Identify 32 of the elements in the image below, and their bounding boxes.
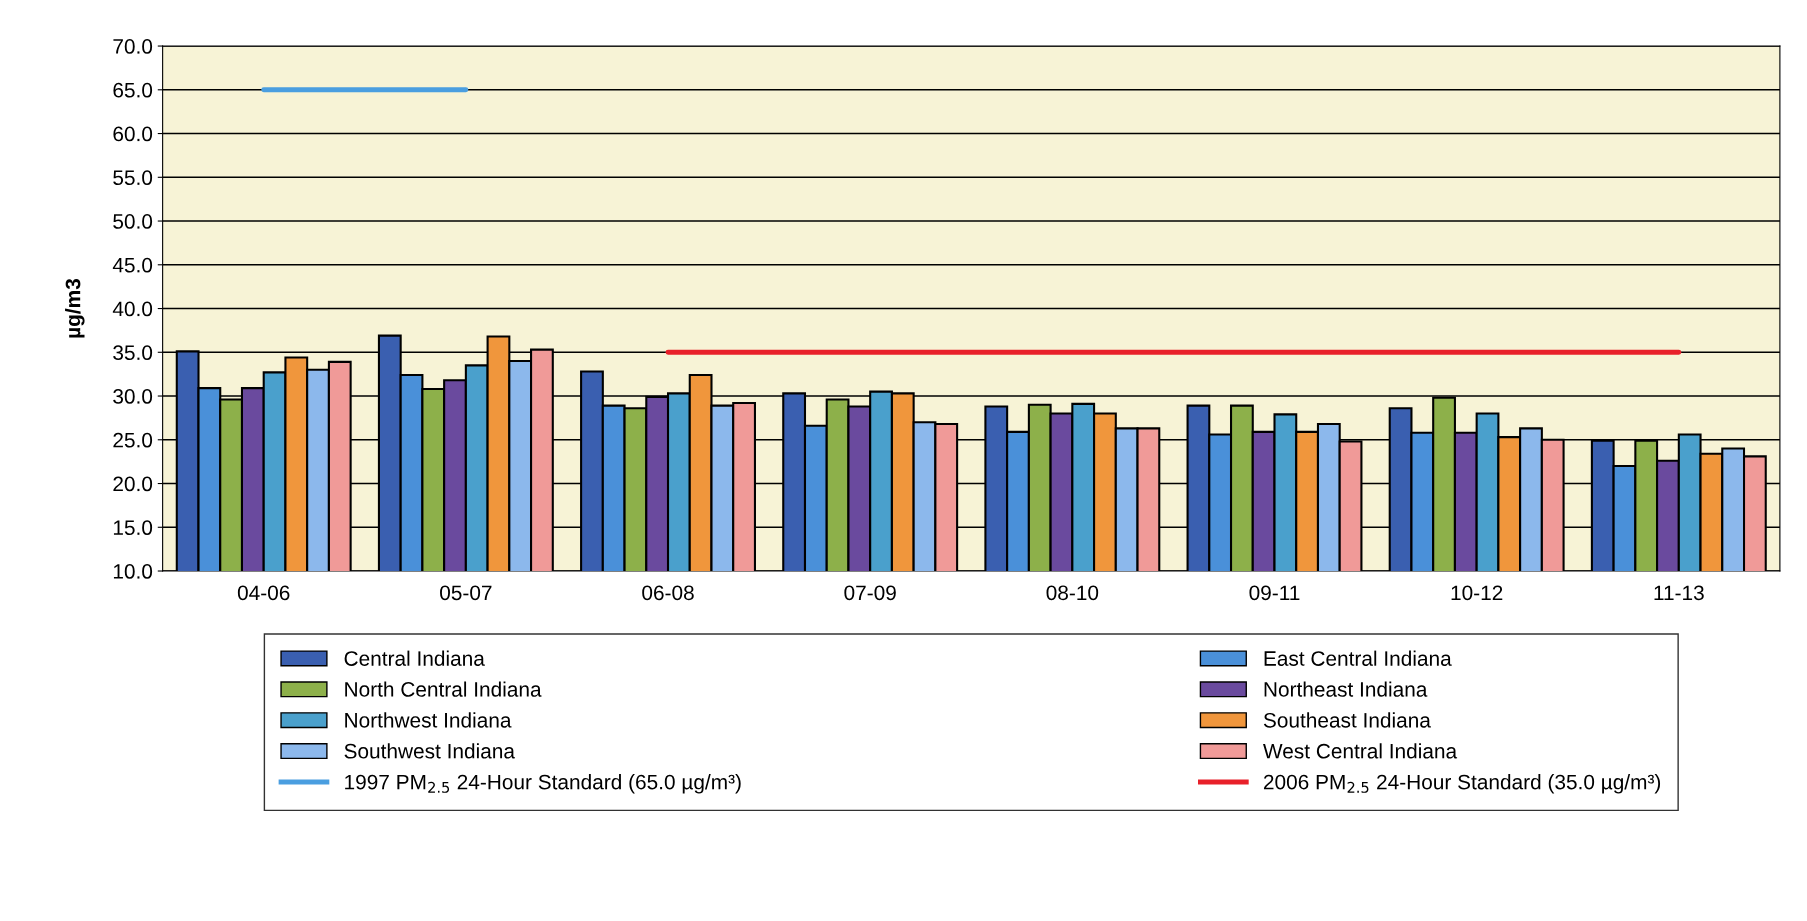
y-tick-label: 50.0 xyxy=(113,214,153,229)
x-tick-label: 09-11 xyxy=(1249,585,1300,601)
y-axis-title: µg/m3 xyxy=(65,278,85,338)
y-tick-label: 40.0 xyxy=(112,301,153,317)
legend-label: Southeast Indiana xyxy=(1263,712,1431,728)
y-tick-label: 20.0 xyxy=(113,476,153,492)
legend-label: 2006 PM$_{2.5}$ 24-Hour Standard (35.0 µg/m³) xyxy=(1263,774,1661,794)
y-tick-label: 60.0 xyxy=(113,126,153,142)
y-tick-label: 10.0 xyxy=(113,564,153,579)
x-tick-label: 07-09 xyxy=(844,585,896,601)
x-tick-label: 11-13 xyxy=(1654,585,1704,601)
y-tick-label: 25.0 xyxy=(113,432,153,448)
x-tick-label: 10-12 xyxy=(1451,585,1503,601)
legend-label: Northeast Indiana xyxy=(1264,681,1428,697)
y-tick-label: 55.0 xyxy=(113,170,153,186)
legend-label: North Central Indiana xyxy=(345,681,542,697)
x-tick-label: 08-10 xyxy=(1046,585,1099,601)
y-tick-label: 35.0 xyxy=(113,345,153,361)
legend-label: East Central Indiana xyxy=(1264,650,1452,666)
y-tick-label: 70.0 xyxy=(113,39,153,54)
legend-label: West Central Indiana xyxy=(1263,743,1458,759)
legend-label: Northwest Indiana xyxy=(345,712,512,728)
y-tick-label: 65.0 xyxy=(113,82,153,98)
y-tick-label: 45.0 xyxy=(112,257,153,273)
legend-label: Central Indiana xyxy=(344,650,485,666)
y-tick-label: 15.0 xyxy=(113,520,153,536)
x-tick-label: 05-07 xyxy=(440,585,492,601)
legend-label: 1997 PM$_{2.5}$ 24-Hour Standard (65.0 µg/m³) xyxy=(345,774,741,794)
y-tick-label: 30.0 xyxy=(113,389,153,404)
x-tick-label: 06-08 xyxy=(642,585,694,601)
x-tick-label: 04-06 xyxy=(237,585,290,601)
legend-label: Southwest Indiana xyxy=(344,743,515,759)
